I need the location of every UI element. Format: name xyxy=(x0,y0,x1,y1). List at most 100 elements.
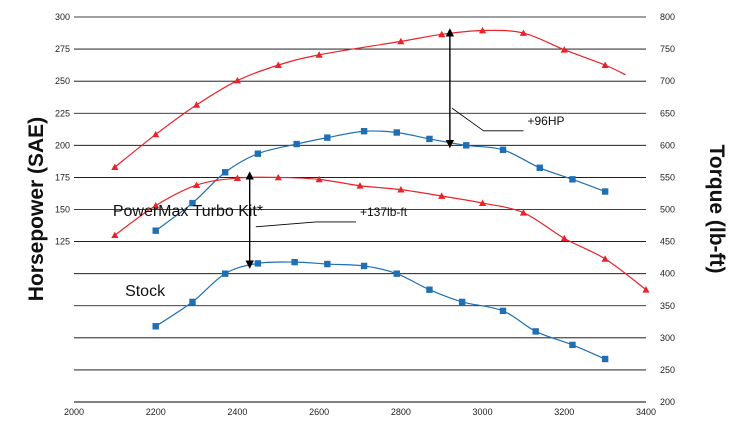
data-point-square xyxy=(536,164,543,171)
right-tick-label: 300 xyxy=(660,333,675,343)
right-tick-label: 750 xyxy=(660,44,675,54)
x-tick-label: 3000 xyxy=(473,407,493,417)
right-tick-label: 200 xyxy=(660,397,675,407)
data-point-triangle xyxy=(560,234,568,242)
data-point-square xyxy=(569,341,576,349)
data-point-triangle xyxy=(397,37,405,45)
data-point-square xyxy=(360,128,368,135)
data-point-square xyxy=(458,298,466,306)
data-point-triangle xyxy=(192,101,201,108)
data-point-triangle xyxy=(274,61,282,69)
left-tick-label: 200 xyxy=(55,140,70,150)
data-point-square xyxy=(221,270,229,277)
left-tick-label: 125 xyxy=(55,237,70,247)
annotation-leader xyxy=(255,221,356,228)
left-tick-label: 175 xyxy=(55,172,70,182)
data-point-triangle xyxy=(560,46,568,53)
left-tick-label: 250 xyxy=(55,76,70,86)
data-point-triangle xyxy=(438,30,446,38)
right-tick-label: 550 xyxy=(660,172,675,182)
data-point-triangle xyxy=(356,182,364,189)
x-tick-label: 2800 xyxy=(391,407,411,417)
right-tick-label: 350 xyxy=(660,301,675,311)
data-point-square xyxy=(189,298,196,306)
data-point-triangle xyxy=(601,61,609,69)
x-tick-label: 2400 xyxy=(227,407,247,417)
data-point-square xyxy=(569,176,576,183)
x-tick-label: 2600 xyxy=(309,407,329,417)
data-point-triangle xyxy=(519,29,528,36)
series-line-1 xyxy=(114,29,626,168)
right-tick-label: 650 xyxy=(660,108,675,118)
data-point-square xyxy=(463,142,470,149)
x-tick-label: 3200 xyxy=(554,407,574,417)
data-point-square xyxy=(393,129,400,136)
data-point-triangle xyxy=(642,286,650,293)
data-point-square xyxy=(532,328,539,335)
left-tick-label: 225 xyxy=(55,108,70,118)
left-tick-label: 275 xyxy=(55,44,70,54)
data-point-square xyxy=(360,262,368,270)
grid-lines xyxy=(74,16,646,403)
data-point-triangle xyxy=(111,163,119,171)
right-tick-label: 500 xyxy=(660,205,675,215)
data-point-triangle xyxy=(315,175,323,183)
x-tick-label: 2000 xyxy=(64,407,84,417)
data-point-square xyxy=(499,146,507,154)
left-tick-label: 300 xyxy=(55,12,70,22)
data-point-triangle xyxy=(274,173,282,181)
data-point-triangle xyxy=(478,26,487,34)
data-point-triangle xyxy=(397,186,405,193)
right-tick-label: 250 xyxy=(660,365,675,375)
series-layer xyxy=(114,29,647,360)
x-tick-label: 2200 xyxy=(146,407,166,417)
x-tick-label: 3400 xyxy=(636,407,656,417)
annotation-leader xyxy=(451,107,524,132)
data-point-square xyxy=(152,323,159,330)
series-line-3 xyxy=(114,176,647,291)
data-point-triangle xyxy=(233,174,242,181)
annotation-label: +137lb-ft xyxy=(360,205,408,219)
data-point-square xyxy=(152,227,159,234)
right-tick-label: 400 xyxy=(660,269,675,279)
right-tick-label: 800 xyxy=(660,12,675,22)
data-point-square xyxy=(189,199,196,207)
annotation-layer: +96HP +137lb-ft PowerMax Turbo Kit* Stock xyxy=(113,28,565,300)
data-point-square xyxy=(324,260,331,268)
right-axis-ticks: 200 250 300 350 400 450 500 550 600 650 700 750 800 xyxy=(660,12,675,407)
data-point-square xyxy=(499,307,507,315)
left-tick-label: 150 xyxy=(55,205,70,215)
data-point-triangle xyxy=(519,209,528,216)
marker-layer xyxy=(111,26,650,363)
data-point-square xyxy=(426,135,433,143)
series-label: Stock xyxy=(125,283,166,300)
right-tick-label: 600 xyxy=(660,140,675,150)
series-label: PowerMax Turbo Kit* xyxy=(113,203,263,220)
data-point-square xyxy=(221,169,229,176)
data-point-triangle xyxy=(478,199,487,206)
data-point-triangle xyxy=(152,202,160,209)
right-tick-label: 450 xyxy=(660,237,675,247)
x-axis-ticks: 2000 2200 2400 2600 2800 3000 3200 3400 xyxy=(64,407,656,417)
left-axis-ticks: 300 275 250 225 200 175 150 125 xyxy=(55,12,70,247)
right-tick-label: 700 xyxy=(660,76,675,86)
data-point-triangle xyxy=(601,255,609,262)
data-point-square xyxy=(254,150,262,157)
data-point-triangle xyxy=(233,76,242,84)
left-axis-title: Horsepower (SAE) xyxy=(25,117,48,301)
data-point-square xyxy=(601,355,609,363)
data-point-square xyxy=(291,258,298,266)
data-point-triangle xyxy=(192,181,201,188)
data-point-square xyxy=(426,286,433,293)
right-axis-title: Torque (lb-ft) xyxy=(705,144,728,273)
data-point-square xyxy=(324,134,331,141)
annotation-label: +96HP xyxy=(528,114,565,128)
data-point-triangle xyxy=(152,130,160,138)
data-point-square xyxy=(601,188,609,195)
data-point-triangle xyxy=(111,231,119,239)
data-point-square xyxy=(254,260,262,267)
data-point-square xyxy=(393,270,400,277)
data-point-square xyxy=(293,140,300,148)
data-point-triangle xyxy=(438,192,446,199)
